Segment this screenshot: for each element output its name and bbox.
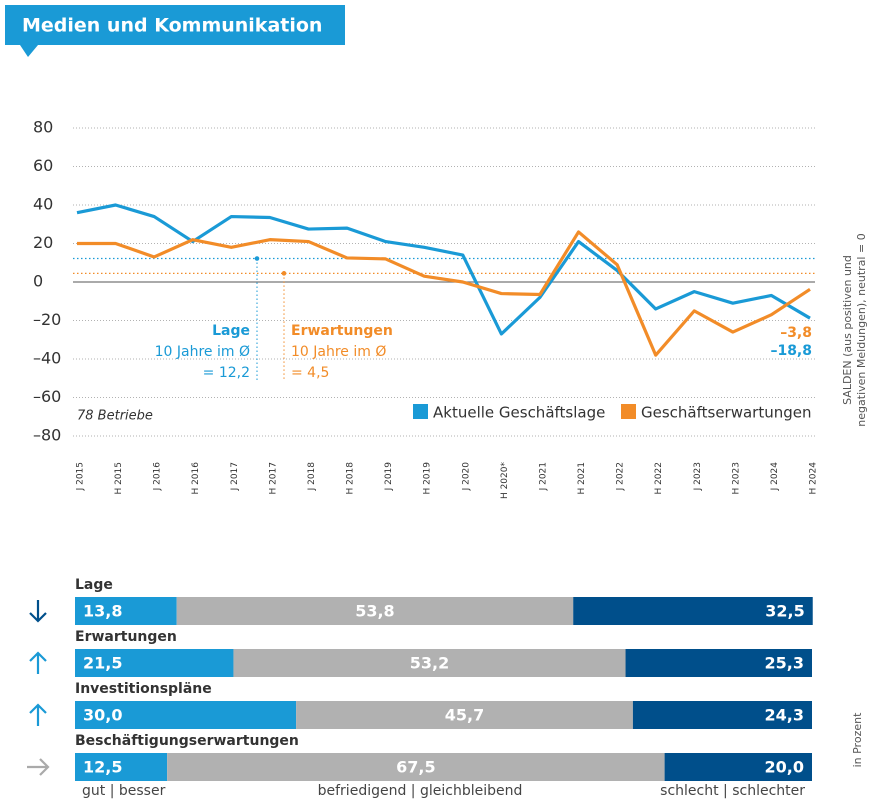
bar-label: 12,5: [83, 758, 122, 777]
x-tick-label: H 2017: [268, 462, 278, 495]
series-line: [77, 230, 811, 357]
trend-arrow: [29, 600, 47, 623]
bar-label: 30,0: [83, 706, 122, 725]
bar-label: 20,0: [765, 758, 804, 777]
bar-label: 53,2: [410, 654, 449, 673]
x-tick-label: J 2020: [461, 462, 471, 492]
unit-label: in Prozent: [851, 712, 864, 767]
bar-segment: [75, 597, 177, 625]
x-tick-label: H 2018: [346, 462, 356, 495]
y-tick-label: 40: [33, 195, 53, 214]
reference-label: Erwartungen: [291, 323, 393, 339]
x-tick-label: J 2019: [384, 462, 394, 492]
trend-arrow: [27, 758, 50, 776]
x-tick-label: H 2022: [654, 462, 664, 495]
bar-segment: [664, 753, 812, 781]
y-tick-label: –80: [33, 426, 61, 445]
x-tick-label: H 2019: [423, 462, 433, 495]
y-tick-label: –40: [33, 349, 61, 368]
bar-segment: [176, 597, 574, 625]
reference-note: 10 Jahre im Ø: [155, 344, 250, 360]
value-label: –3,8: [780, 325, 812, 341]
x-tick-label: J 2024: [770, 462, 780, 492]
row-label: Erwartungen: [75, 629, 177, 645]
trend-arrow: [29, 703, 47, 726]
bar-label: 21,5: [83, 654, 122, 673]
series-line: [76, 203, 811, 336]
x-tick-label: H 2020*: [500, 462, 510, 500]
bar-label: 13,8: [83, 602, 122, 621]
y-tick-label: 80: [33, 118, 53, 137]
bar-segment: [75, 701, 297, 729]
y-tick-label: 20: [33, 233, 53, 252]
header-title: Medien und Kommunikation: [22, 15, 322, 37]
bar-label: 25,3: [765, 654, 804, 673]
bar-label: 45,7: [445, 706, 484, 725]
row-label: Investitionspläne: [75, 681, 212, 697]
bar-segment: [573, 597, 813, 625]
bar-segment: [233, 649, 626, 677]
bar-label: 24,3: [765, 706, 804, 725]
bar-segment: [296, 701, 633, 729]
y-axis-label: SALDEN (aus positiven und: [841, 255, 854, 405]
y-tick-label: –20: [33, 310, 61, 329]
y-axis-label: negativen Meldungen), neutral = 0: [855, 233, 868, 426]
y-tick-label: 0: [33, 272, 43, 291]
reference-note: 10 Jahre im Ø: [291, 344, 386, 360]
x-tick-label: H 2023: [731, 462, 741, 495]
x-tick-label: J 2016: [153, 462, 163, 492]
header-band: [5, 5, 345, 57]
row-label: Lage: [75, 577, 113, 593]
x-tick-label: H 2024: [809, 462, 819, 495]
x-tick-label: H 2021: [577, 462, 587, 495]
legend-swatch: [413, 404, 428, 419]
bar-label: 32,5: [765, 602, 804, 621]
y-tick-label: –60: [33, 387, 61, 406]
row-label: Beschäftigungserwartungen: [75, 733, 299, 749]
bar-segment: [632, 701, 812, 729]
bar-segment: [625, 649, 812, 677]
bar-label: 53,8: [355, 602, 394, 621]
legend-swatch: [621, 404, 636, 419]
bar-segment: [75, 649, 234, 677]
category-legend: schlecht | schlechter: [660, 783, 805, 799]
x-tick-label: H 2016: [191, 462, 201, 495]
y-tick-label: 60: [33, 156, 53, 175]
reference-value: = 4,5: [291, 365, 329, 381]
note: 78 Betriebe: [77, 409, 153, 424]
x-tick-label: J 2021: [538, 462, 548, 491]
value-label: –18,8: [770, 343, 812, 359]
x-tick-label: H 2015: [114, 462, 124, 495]
bar-segment: [167, 753, 665, 781]
x-tick-label: J 2018: [307, 462, 317, 492]
reference-label: Lage: [212, 323, 250, 339]
x-tick-label: J 2022: [616, 462, 626, 491]
reference-value: = 12,2: [203, 365, 250, 381]
category-legend: gut | besser: [82, 783, 166, 799]
bar-label: 67,5: [396, 758, 435, 777]
x-tick-label: J 2015: [76, 462, 86, 491]
x-tick-label: J 2023: [693, 462, 703, 491]
reference-dot: [254, 256, 260, 261]
x-tick-label: J 2017: [230, 462, 240, 491]
legend-label: Aktuelle Geschäftslage: [433, 404, 605, 422]
category-legend: befriedigend | gleichbleibend: [318, 783, 523, 799]
reference-dot: [281, 271, 287, 276]
trend-arrow: [29, 651, 47, 674]
legend-label: Geschäftserwartungen: [641, 404, 812, 422]
bar-segment: [75, 753, 168, 781]
